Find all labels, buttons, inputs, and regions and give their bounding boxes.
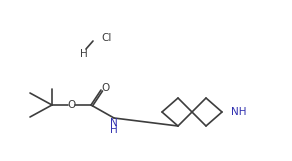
Text: NH: NH [231, 107, 246, 117]
Text: O: O [101, 83, 109, 93]
Text: Cl: Cl [101, 33, 111, 43]
Text: H: H [110, 125, 118, 135]
Text: H: H [80, 49, 88, 59]
Text: O: O [67, 100, 75, 110]
Text: N: N [110, 118, 118, 128]
